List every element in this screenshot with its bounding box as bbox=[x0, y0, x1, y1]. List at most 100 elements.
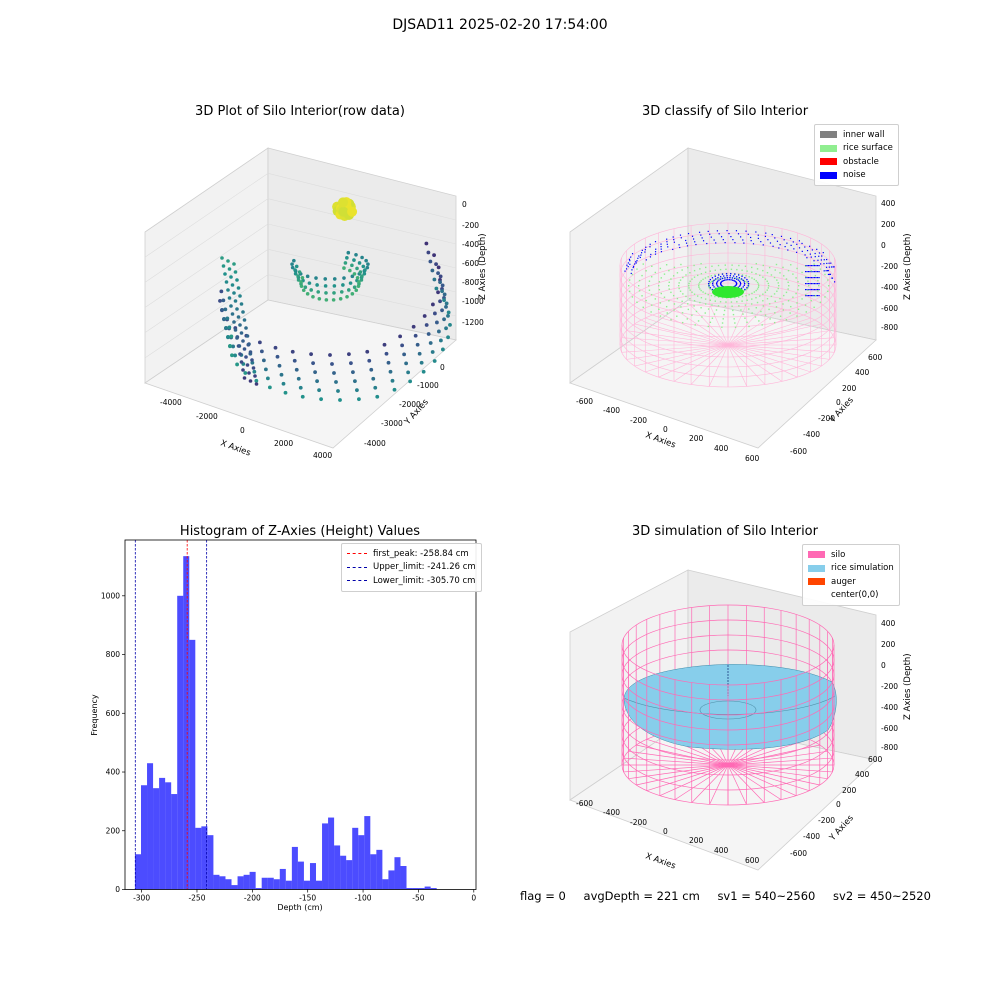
p1-point bbox=[263, 367, 268, 372]
p1-point bbox=[360, 255, 364, 260]
p2-point-noise bbox=[732, 275, 735, 277]
p2-point-rice bbox=[707, 293, 709, 296]
p2-point-rice bbox=[827, 290, 829, 293]
hist-xtick-label: -100 bbox=[355, 894, 372, 903]
legend-item-first-peak: first_peak: -258.84 cm bbox=[347, 547, 476, 561]
p1-point bbox=[392, 387, 397, 392]
p2-point-noise bbox=[708, 280, 710, 283]
p2-point-rice bbox=[681, 300, 683, 303]
silo-floor-spoke bbox=[727, 744, 820, 766]
p1-point bbox=[442, 298, 446, 303]
p1-point bbox=[419, 360, 424, 365]
p2-point-noise bbox=[818, 265, 820, 267]
legend-swatch bbox=[808, 564, 825, 572]
p2-point-noise bbox=[725, 273, 728, 275]
p1-point bbox=[448, 322, 452, 327]
hist-ytick-label: 600 bbox=[106, 709, 121, 718]
p2-point-rice bbox=[688, 282, 690, 285]
p2-point-noise bbox=[830, 266, 833, 268]
p1-point bbox=[298, 385, 303, 390]
p2-point-noise bbox=[710, 236, 712, 238]
p2-point-rice bbox=[658, 285, 660, 287]
p2-point-noise bbox=[809, 271, 811, 273]
p2-point-noise bbox=[654, 241, 657, 243]
p1-point bbox=[357, 280, 361, 284]
p1-point bbox=[241, 310, 245, 314]
silo-floor-spoke bbox=[659, 764, 729, 796]
p1-point bbox=[228, 343, 232, 348]
p1-point bbox=[411, 324, 416, 329]
p1-ztick: -400 bbox=[462, 240, 479, 249]
p2-point-rice bbox=[714, 269, 717, 271]
p4-xlabel: X Axies bbox=[644, 851, 677, 871]
p1-point bbox=[413, 333, 418, 338]
p2-point-noise bbox=[627, 266, 629, 268]
p1-point bbox=[350, 263, 354, 268]
p2-point-noise bbox=[818, 252, 821, 254]
p2-ztick: -200 bbox=[881, 262, 898, 271]
hist-bar bbox=[424, 886, 431, 890]
p2-point-rice bbox=[745, 289, 747, 291]
p1-point bbox=[296, 376, 301, 381]
p2-point-noise bbox=[687, 232, 690, 235]
p2-point-rice bbox=[747, 287, 749, 289]
silo-floor-spoke bbox=[658, 312, 729, 346]
p2-ytick: 600 bbox=[868, 353, 883, 362]
p1-point bbox=[230, 353, 234, 358]
p2-point-rice bbox=[759, 295, 761, 297]
p2-xtick: 400 bbox=[714, 444, 729, 453]
p2-point-rice bbox=[764, 314, 767, 316]
p1-point bbox=[346, 250, 351, 255]
p2-point-noise bbox=[721, 280, 723, 282]
p2-point-rice bbox=[666, 312, 668, 314]
p2-point-noise bbox=[811, 295, 813, 297]
p2-point-rice bbox=[668, 288, 670, 290]
p2-point-rice bbox=[747, 283, 750, 286]
p2-point-rice bbox=[707, 308, 710, 310]
p2-point-rice bbox=[740, 309, 742, 311]
p4-xtick: -200 bbox=[630, 818, 647, 827]
p1-point bbox=[265, 376, 270, 381]
p2-point-noise bbox=[827, 273, 830, 276]
p1-ytick: -4000 bbox=[364, 439, 386, 448]
p2-point-noise bbox=[737, 286, 740, 288]
p2-point-rice bbox=[734, 296, 736, 299]
p2-point-rice bbox=[770, 295, 773, 298]
p2-point-rice bbox=[795, 292, 797, 295]
p1-ztick: -200 bbox=[462, 221, 479, 230]
p2-point-rice bbox=[783, 294, 785, 297]
hist-bar bbox=[322, 823, 329, 890]
p2-point-noise bbox=[827, 270, 829, 272]
p2-point-noise bbox=[720, 284, 722, 286]
p1-point bbox=[342, 266, 346, 270]
p2-point-rice bbox=[762, 293, 764, 295]
p2-point-rice bbox=[810, 270, 812, 272]
p2-point-noise bbox=[645, 246, 647, 248]
p1-point bbox=[442, 317, 446, 322]
p1-point bbox=[406, 370, 411, 375]
silo-floor-spoke bbox=[727, 344, 811, 373]
p1-point bbox=[436, 271, 440, 276]
p4-ytick: -200 bbox=[818, 816, 835, 825]
p1-point bbox=[390, 378, 395, 383]
p1-point bbox=[352, 285, 357, 289]
p2-point-rice bbox=[748, 308, 750, 310]
p1-point bbox=[440, 308, 444, 313]
legend-swatch bbox=[808, 551, 825, 559]
hist-ylabel: Frequency bbox=[90, 694, 99, 736]
p1-point bbox=[432, 311, 437, 316]
hist-xlabel: Depth (cm) bbox=[277, 903, 322, 912]
p2-point-rice bbox=[714, 300, 717, 302]
p1-point bbox=[422, 314, 427, 318]
p2-point-rice bbox=[768, 303, 771, 305]
silo-floor-spoke bbox=[709, 764, 729, 805]
p2-point-rice bbox=[762, 300, 764, 302]
p2-point-rice bbox=[717, 264, 720, 267]
p2-point-noise bbox=[629, 260, 631, 262]
p1-point bbox=[277, 363, 282, 368]
p2-point-noise bbox=[645, 259, 647, 261]
p2-point-rice bbox=[753, 278, 756, 281]
silo-floor-spoke bbox=[727, 337, 835, 346]
hist-bar bbox=[225, 879, 232, 890]
p1-point bbox=[236, 344, 241, 348]
